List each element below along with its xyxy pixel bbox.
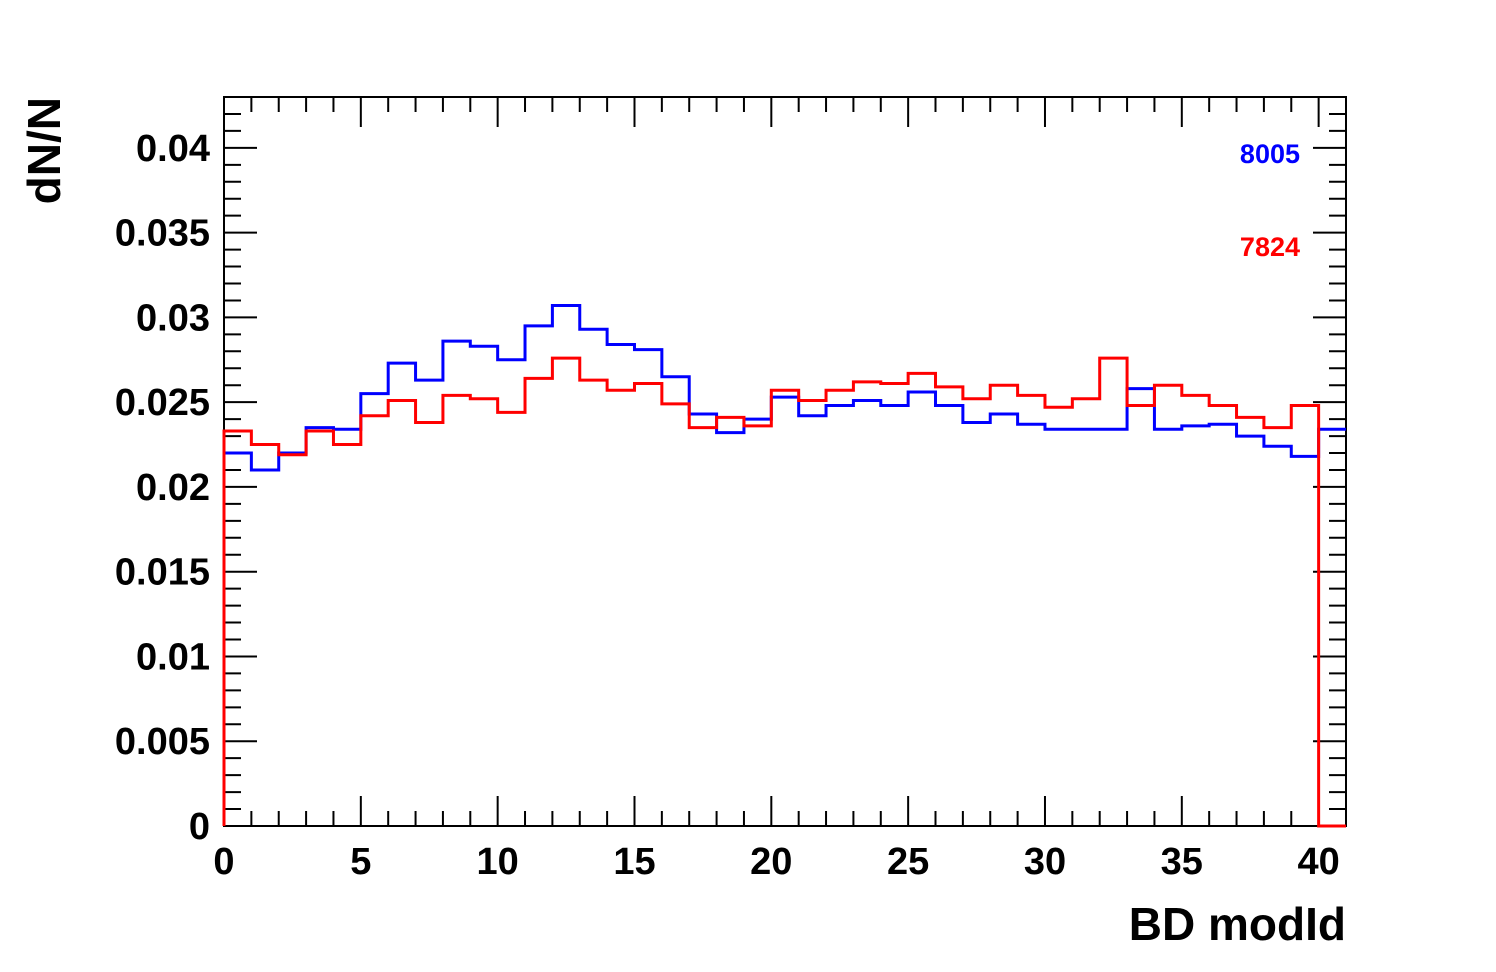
x-tick-label: 10 (477, 841, 519, 883)
legend-entry-8005: 8005 (1240, 139, 1300, 169)
x-tick-label: 20 (750, 841, 792, 883)
series-8005-line (222, 304, 1346, 826)
y-tick-label: 0.04 (136, 128, 210, 170)
y-axis-title: dN/N (18, 97, 70, 204)
x-tick-labels: 0 5 10 15 20 25 30 35 40 (213, 841, 1339, 883)
x-tick-label: 40 (1297, 841, 1339, 883)
legend-entry-7824: 7824 (1240, 232, 1300, 262)
axis-ticks (223, 96, 1347, 827)
x-axis-title: BD modId (1129, 898, 1346, 950)
x-tick-label: 25 (887, 841, 929, 883)
y-tick-label: 0.005 (115, 721, 210, 763)
y-tick-label: 0.03 (136, 297, 210, 339)
series-layer (222, 304, 1346, 828)
plot-frame (223, 96, 1347, 827)
series-7824-line (222, 356, 1346, 828)
y-tick-label: 0.025 (115, 382, 210, 424)
y-tick-label: 0.015 (115, 552, 210, 594)
y-tick-label: 0.01 (136, 636, 210, 678)
x-tick-label: 30 (1024, 841, 1066, 883)
y-tick-labels: 0 0.005 0.01 0.015 0.02 0.025 0.03 0.035 0.04 (115, 128, 210, 848)
y-tick-label: 0 (189, 806, 210, 848)
x-tick-label: 5 (350, 841, 371, 883)
y-tick-label: 0.035 (115, 213, 210, 255)
y-tick-label: 0.02 (136, 467, 210, 509)
legend: 8005 7824 (1240, 139, 1300, 262)
x-tick-label: 0 (213, 841, 234, 883)
x-tick-label: 35 (1161, 841, 1203, 883)
x-tick-label: 15 (613, 841, 655, 883)
